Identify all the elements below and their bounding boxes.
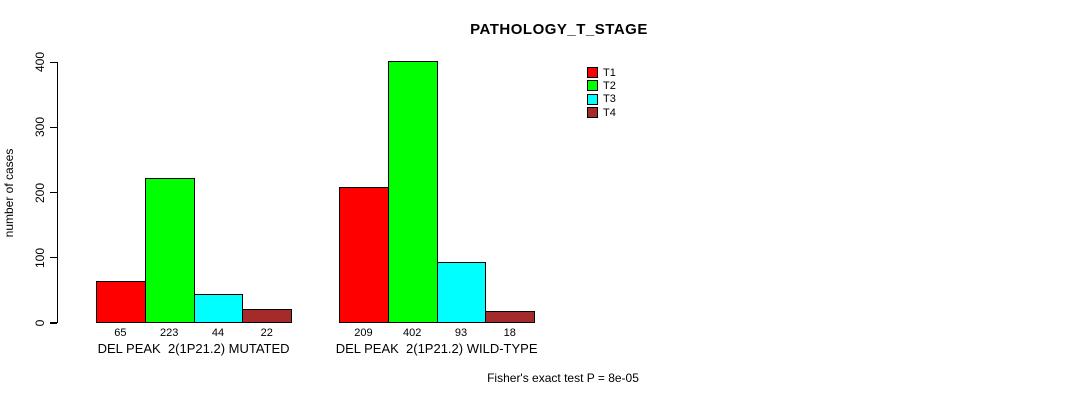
bar-t4-group2 — [485, 311, 536, 323]
x-category-label: DEL PEAK 2(1P21.2) WILD-TYPE — [335, 341, 538, 356]
bar-value-label: 44 — [211, 327, 225, 339]
legend-swatch — [587, 80, 598, 92]
bar-value-label: 223 — [160, 327, 179, 339]
legend: T1 T2 T3 T4 — [587, 66, 616, 119]
bar-value-label: 93 — [454, 327, 468, 339]
y-axis-label: number of cases — [2, 148, 16, 238]
legend-label: T3 — [603, 93, 616, 106]
bar-t2-group2 — [387, 60, 438, 323]
y-tick-mark — [50, 126, 57, 129]
legend-swatch — [587, 67, 598, 79]
y-tick-mark — [50, 191, 57, 194]
legend-item-t1: T1 — [587, 66, 616, 79]
y-tick-mark — [50, 257, 57, 259]
x-category-label: DEL PEAK 2(1P21.2) MUTATED — [97, 341, 290, 356]
bar-value-label: 209 — [354, 327, 373, 339]
bar-t3-group1 — [193, 294, 244, 323]
y-tick-label: 400 — [33, 52, 47, 73]
legend-label: T4 — [603, 106, 616, 119]
bar-t1-group1 — [96, 280, 146, 323]
bar-t4-group1 — [242, 308, 293, 323]
y-tick-label: 200 — [33, 182, 47, 203]
legend-swatch — [587, 93, 598, 105]
stat-annotation: Fisher's exact test P = 8e-05 — [487, 371, 639, 385]
bar-t2-group1 — [144, 177, 195, 323]
legend-label: T1 — [603, 66, 616, 79]
legend-label: T2 — [603, 79, 616, 92]
bar-value-label: 402 — [403, 327, 422, 339]
y-tick-mark — [50, 322, 57, 324]
y-tick-label: 100 — [33, 247, 47, 268]
legend-item-t3: T3 — [587, 93, 616, 106]
bar-value-label: 22 — [260, 327, 273, 339]
y-tick-mark — [50, 61, 57, 63]
chart-title: PATHOLOGY_T_STAGE — [470, 21, 648, 38]
y-tick-label: 300 — [33, 117, 47, 138]
bar-t1-group2 — [339, 186, 389, 323]
legend-item-t4: T4 — [587, 106, 616, 119]
legend-swatch — [587, 107, 598, 119]
bar-value-label: 18 — [503, 327, 516, 339]
bar-value-label: 65 — [114, 327, 127, 339]
bar-t3-group2 — [436, 262, 487, 323]
y-axis-line — [57, 62, 59, 323]
y-tick-label: 0 — [33, 319, 47, 327]
legend-item-t2: T2 — [587, 79, 616, 92]
